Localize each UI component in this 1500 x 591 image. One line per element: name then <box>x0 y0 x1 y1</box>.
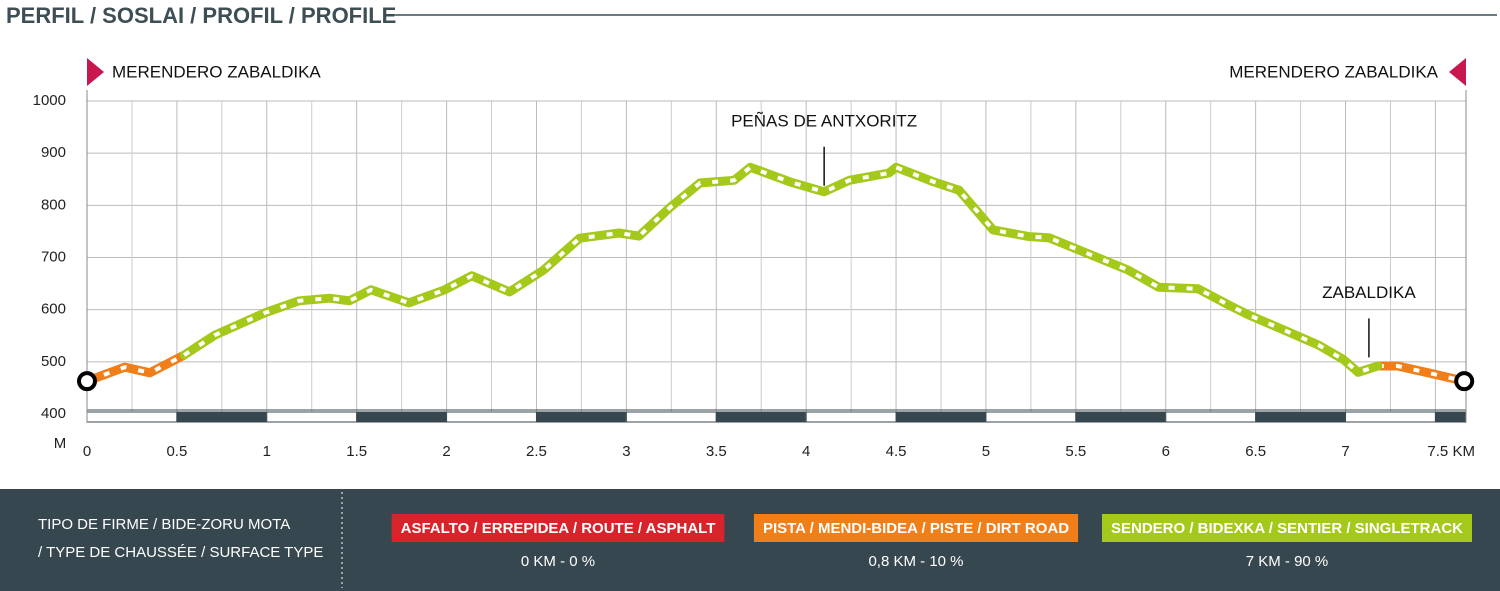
elevation-line <box>82 350 1469 386</box>
x-tick-label: 1.5 <box>346 443 367 460</box>
legend-badge <box>753 514 1079 542</box>
distance-bar-block <box>1075 411 1167 423</box>
x-tick-label: 4.5 <box>886 443 907 460</box>
distance-bar-block <box>356 411 448 423</box>
distance-bar-block <box>1165 411 1257 423</box>
distance-bar-block <box>715 411 807 423</box>
start-label: MERENDERO ZABALDIKA <box>112 62 321 81</box>
distance-bar-block <box>1345 411 1436 423</box>
x-tick-label: 5.5 <box>1065 443 1086 460</box>
distance-bar-block <box>1255 411 1347 423</box>
end-marker <box>1449 58 1466 86</box>
elevation-line-dash <box>86 353 1465 384</box>
legend-label: SENDERO / BIDEXKA / SENTIER / SINGLETRAC… <box>1111 520 1463 537</box>
x-tick-label: 7 <box>1341 443 1349 460</box>
elevation-line <box>179 162 1383 377</box>
distance-bar-block <box>985 411 1077 423</box>
y-tick-label: 800 <box>41 196 66 213</box>
x-tick-label: 5 <box>982 443 990 460</box>
distance-bar-block <box>1434 411 1467 423</box>
distance-bar-block <box>266 411 358 423</box>
elevation-line-dash <box>183 165 1379 375</box>
page-title: PERFIL / SOSLAI / PROFIL / PROFILE <box>6 3 396 28</box>
x-tick-label: 6 <box>1162 443 1170 460</box>
legend-stats: 7 KM - 90 % <box>1246 553 1329 570</box>
distance-bar-block <box>535 411 627 423</box>
y-tick-label: 400 <box>41 405 66 422</box>
x-tick-label: 0 <box>83 443 91 460</box>
y-axis-unit: M <box>54 435 67 452</box>
annotation-label: PEÑAS DE ANTXORITZ <box>731 111 917 130</box>
x-tick-label: 3.5 <box>706 443 727 460</box>
legend-badge <box>1102 514 1472 542</box>
x-tick-label: 2 <box>442 443 450 460</box>
x-tick-label: 3 <box>622 443 630 460</box>
y-tick-label: 600 <box>41 301 66 318</box>
distance-bar-block <box>176 411 268 423</box>
distance-bar-block <box>895 411 987 423</box>
distance-bar-block <box>446 411 537 423</box>
y-tick-label: 900 <box>41 144 66 161</box>
end-label: MERENDERO ZABALDIKA <box>1229 62 1438 81</box>
distance-bar-block <box>86 411 178 423</box>
legend-label: ASFALTO / ERREPIDEA / ROUTE / ASPHALT <box>401 520 716 537</box>
y-tick-label: 1000 <box>33 92 66 109</box>
x-tick-label: 6.5 <box>1245 443 1266 460</box>
distance-bar-block <box>625 411 717 423</box>
x-tick-label: 7.5 KM <box>1427 443 1475 460</box>
legend-title: TIPO DE FIRME / BIDE-ZORU MOTA <box>38 516 290 533</box>
annotation-label: ZABALDIKA <box>1322 283 1416 302</box>
start-marker <box>87 58 104 86</box>
endpoint-ring <box>77 371 97 392</box>
legend-title: / TYPE DE CHAUSSÉE / SURFACE TYPE <box>38 544 323 561</box>
distance-bar-block <box>805 411 897 423</box>
x-tick-label: 2.5 <box>526 443 547 460</box>
x-tick-label: 1 <box>263 443 271 460</box>
legend-stats: 0,8 KM - 10 % <box>868 553 963 570</box>
legend-label: PISTA / MENDI-BIDEA / PISTE / DIRT ROAD <box>763 520 1069 537</box>
legend-badge <box>391 514 725 542</box>
legend-stats: 0 KM - 0 % <box>521 553 595 570</box>
endpoint-ring <box>1454 371 1475 392</box>
y-tick-label: 500 <box>41 353 66 370</box>
y-tick-label: 700 <box>41 248 66 265</box>
x-tick-label: 4 <box>802 443 810 460</box>
x-tick-label: 0.5 <box>166 443 187 460</box>
